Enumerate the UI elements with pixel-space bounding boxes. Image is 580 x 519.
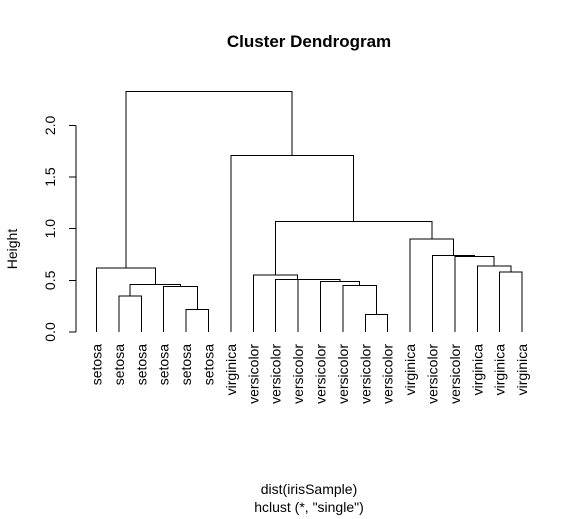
leaf-label: versicolor bbox=[447, 344, 463, 404]
leaf-label: setosa bbox=[111, 344, 127, 385]
leaf-label: setosa bbox=[133, 344, 149, 385]
dendrogram-branch bbox=[297, 278, 341, 332]
dendrogram-branch bbox=[185, 308, 209, 332]
leaf-label: versicolor bbox=[245, 344, 261, 404]
dendrogram-branch bbox=[409, 238, 454, 332]
leaf-label: virginica bbox=[402, 344, 418, 396]
leaf-label: setosa bbox=[201, 344, 217, 385]
leaf-label: versicolor bbox=[425, 344, 441, 404]
leaf-label: virginica bbox=[492, 344, 508, 396]
leaf-label: versicolor bbox=[268, 344, 284, 404]
leaf-label: setosa bbox=[178, 344, 194, 385]
dendrogram-branch bbox=[320, 280, 361, 332]
x-axis-label: dist(irisSample) bbox=[261, 481, 357, 497]
x-axis-sublabel: hclust (*, "single") bbox=[254, 499, 364, 515]
leaf-label: versicolor bbox=[290, 344, 306, 404]
dendrogram-branch bbox=[230, 154, 355, 332]
y-axis-label: Height bbox=[4, 229, 20, 270]
leaf-label: setosa bbox=[156, 344, 172, 385]
y-tick-label: 0.0 bbox=[42, 322, 58, 342]
y-tick-label: 0.5 bbox=[42, 270, 58, 290]
y-tick-label: 1.0 bbox=[42, 219, 58, 239]
leaf-label: versicolor bbox=[313, 344, 329, 404]
chart-title: Cluster Dendrogram bbox=[227, 32, 391, 51]
leaf-label: versicolor bbox=[357, 344, 373, 404]
y-tick-label: 2.0 bbox=[42, 115, 58, 135]
leaf-label: versicolor bbox=[380, 344, 396, 404]
dendrogram-branch bbox=[342, 285, 377, 332]
leaf-label: virginica bbox=[223, 344, 239, 396]
dendrogram-branch bbox=[499, 271, 523, 332]
y-tick-label: 1.5 bbox=[42, 167, 58, 187]
dendrogram-branch bbox=[476, 265, 512, 332]
dendrogram-branch bbox=[125, 90, 293, 268]
dendrogram-branch bbox=[118, 295, 142, 332]
dendrogram-branch bbox=[454, 256, 495, 332]
dendrogram-branch bbox=[274, 220, 433, 276]
leaf-label: versicolor bbox=[335, 344, 351, 404]
leaf-label: virginica bbox=[514, 344, 530, 396]
dendrogram-branch bbox=[275, 278, 320, 332]
leaf-labels: setosa setosa setosa setosa setosa setosa virg… bbox=[89, 344, 531, 404]
dendrogram-tree bbox=[96, 90, 523, 332]
leaf-label: virginica bbox=[469, 344, 485, 396]
dendrogram-branch bbox=[96, 267, 156, 332]
y-axis: 0.0 0.5 1.0 1.5 2.0 bbox=[42, 115, 77, 342]
leaf-label: setosa bbox=[89, 344, 105, 385]
dendrogram-branch bbox=[432, 255, 475, 332]
dendrogram-branch bbox=[364, 313, 389, 332]
